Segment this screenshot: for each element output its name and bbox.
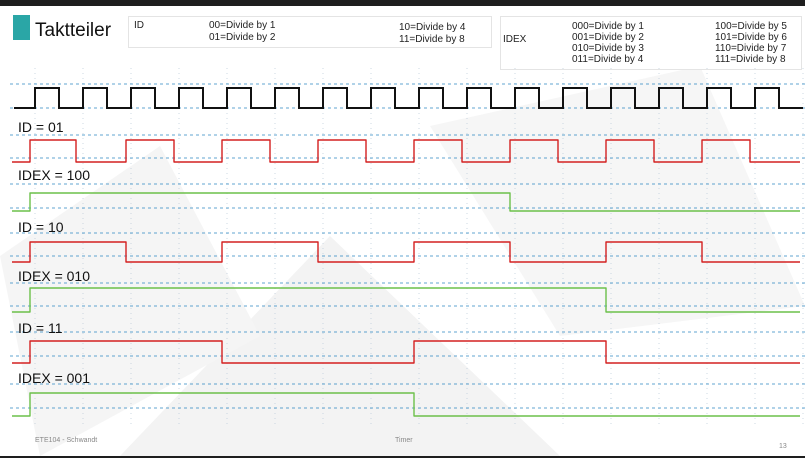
idex-entry: 100=Divide by 5 bbox=[715, 21, 787, 32]
id-entry: 00=Divide by 1 bbox=[209, 20, 276, 31]
id-entry: 11=Divide by 8 bbox=[399, 34, 465, 45]
idex-entry: 010=Divide by 3 bbox=[572, 43, 644, 54]
idex-entry: 101=Divide by 6 bbox=[715, 32, 787, 43]
idex-entry: 111=Divide by 8 bbox=[715, 54, 786, 65]
idex-001-waveform bbox=[12, 392, 800, 417]
idex-entry: 011=Divide by 4 bbox=[572, 54, 644, 65]
signal-label-id-01: ID = 01 bbox=[18, 119, 64, 135]
id-11-waveform bbox=[12, 340, 800, 364]
id-01-waveform bbox=[12, 139, 800, 163]
slide-title: Taktteiler bbox=[35, 20, 112, 41]
signal-label-idex-001: IDEX = 001 bbox=[18, 370, 90, 386]
slide: Taktteiler ID 00=Divide by 1 01=Divide b… bbox=[0, 6, 805, 456]
id-entry: 10=Divide by 4 bbox=[399, 22, 466, 33]
signal-label-idex-010: IDEX = 010 bbox=[18, 268, 90, 284]
idex-entry: 001=Divide by 2 bbox=[572, 32, 644, 43]
signal-label-id-11: ID = 11 bbox=[18, 320, 63, 336]
id-table: ID 00=Divide by 1 01=Divide by 2 10=Divi… bbox=[128, 16, 492, 48]
signal-label-idex-100: IDEX = 100 bbox=[18, 167, 90, 183]
idex-entry: 000=Divide by 1 bbox=[572, 21, 644, 32]
title-accent bbox=[13, 15, 30, 40]
signal-label-id-10: ID = 10 bbox=[18, 219, 64, 235]
id-entry: 01=Divide by 2 bbox=[209, 32, 276, 43]
idex-100-waveform bbox=[12, 192, 800, 212]
idex-table-label: IDEX bbox=[503, 34, 527, 45]
page-number: 13 bbox=[779, 443, 787, 450]
timing-diagram bbox=[10, 68, 805, 424]
idex-table: IDEX 000=Divide by 1 001=Divide by 2 010… bbox=[500, 16, 802, 70]
id-10-waveform bbox=[12, 241, 800, 263]
clock-signal bbox=[14, 87, 803, 109]
footer-topic: Timer bbox=[395, 437, 413, 444]
background-shapes bbox=[0, 66, 805, 456]
idex-entry: 110=Divide by 7 bbox=[715, 43, 787, 54]
idex-010-waveform bbox=[12, 287, 800, 313]
id-table-label: ID bbox=[134, 20, 144, 31]
footer-course: ETE104 - Schwandt bbox=[35, 437, 98, 444]
